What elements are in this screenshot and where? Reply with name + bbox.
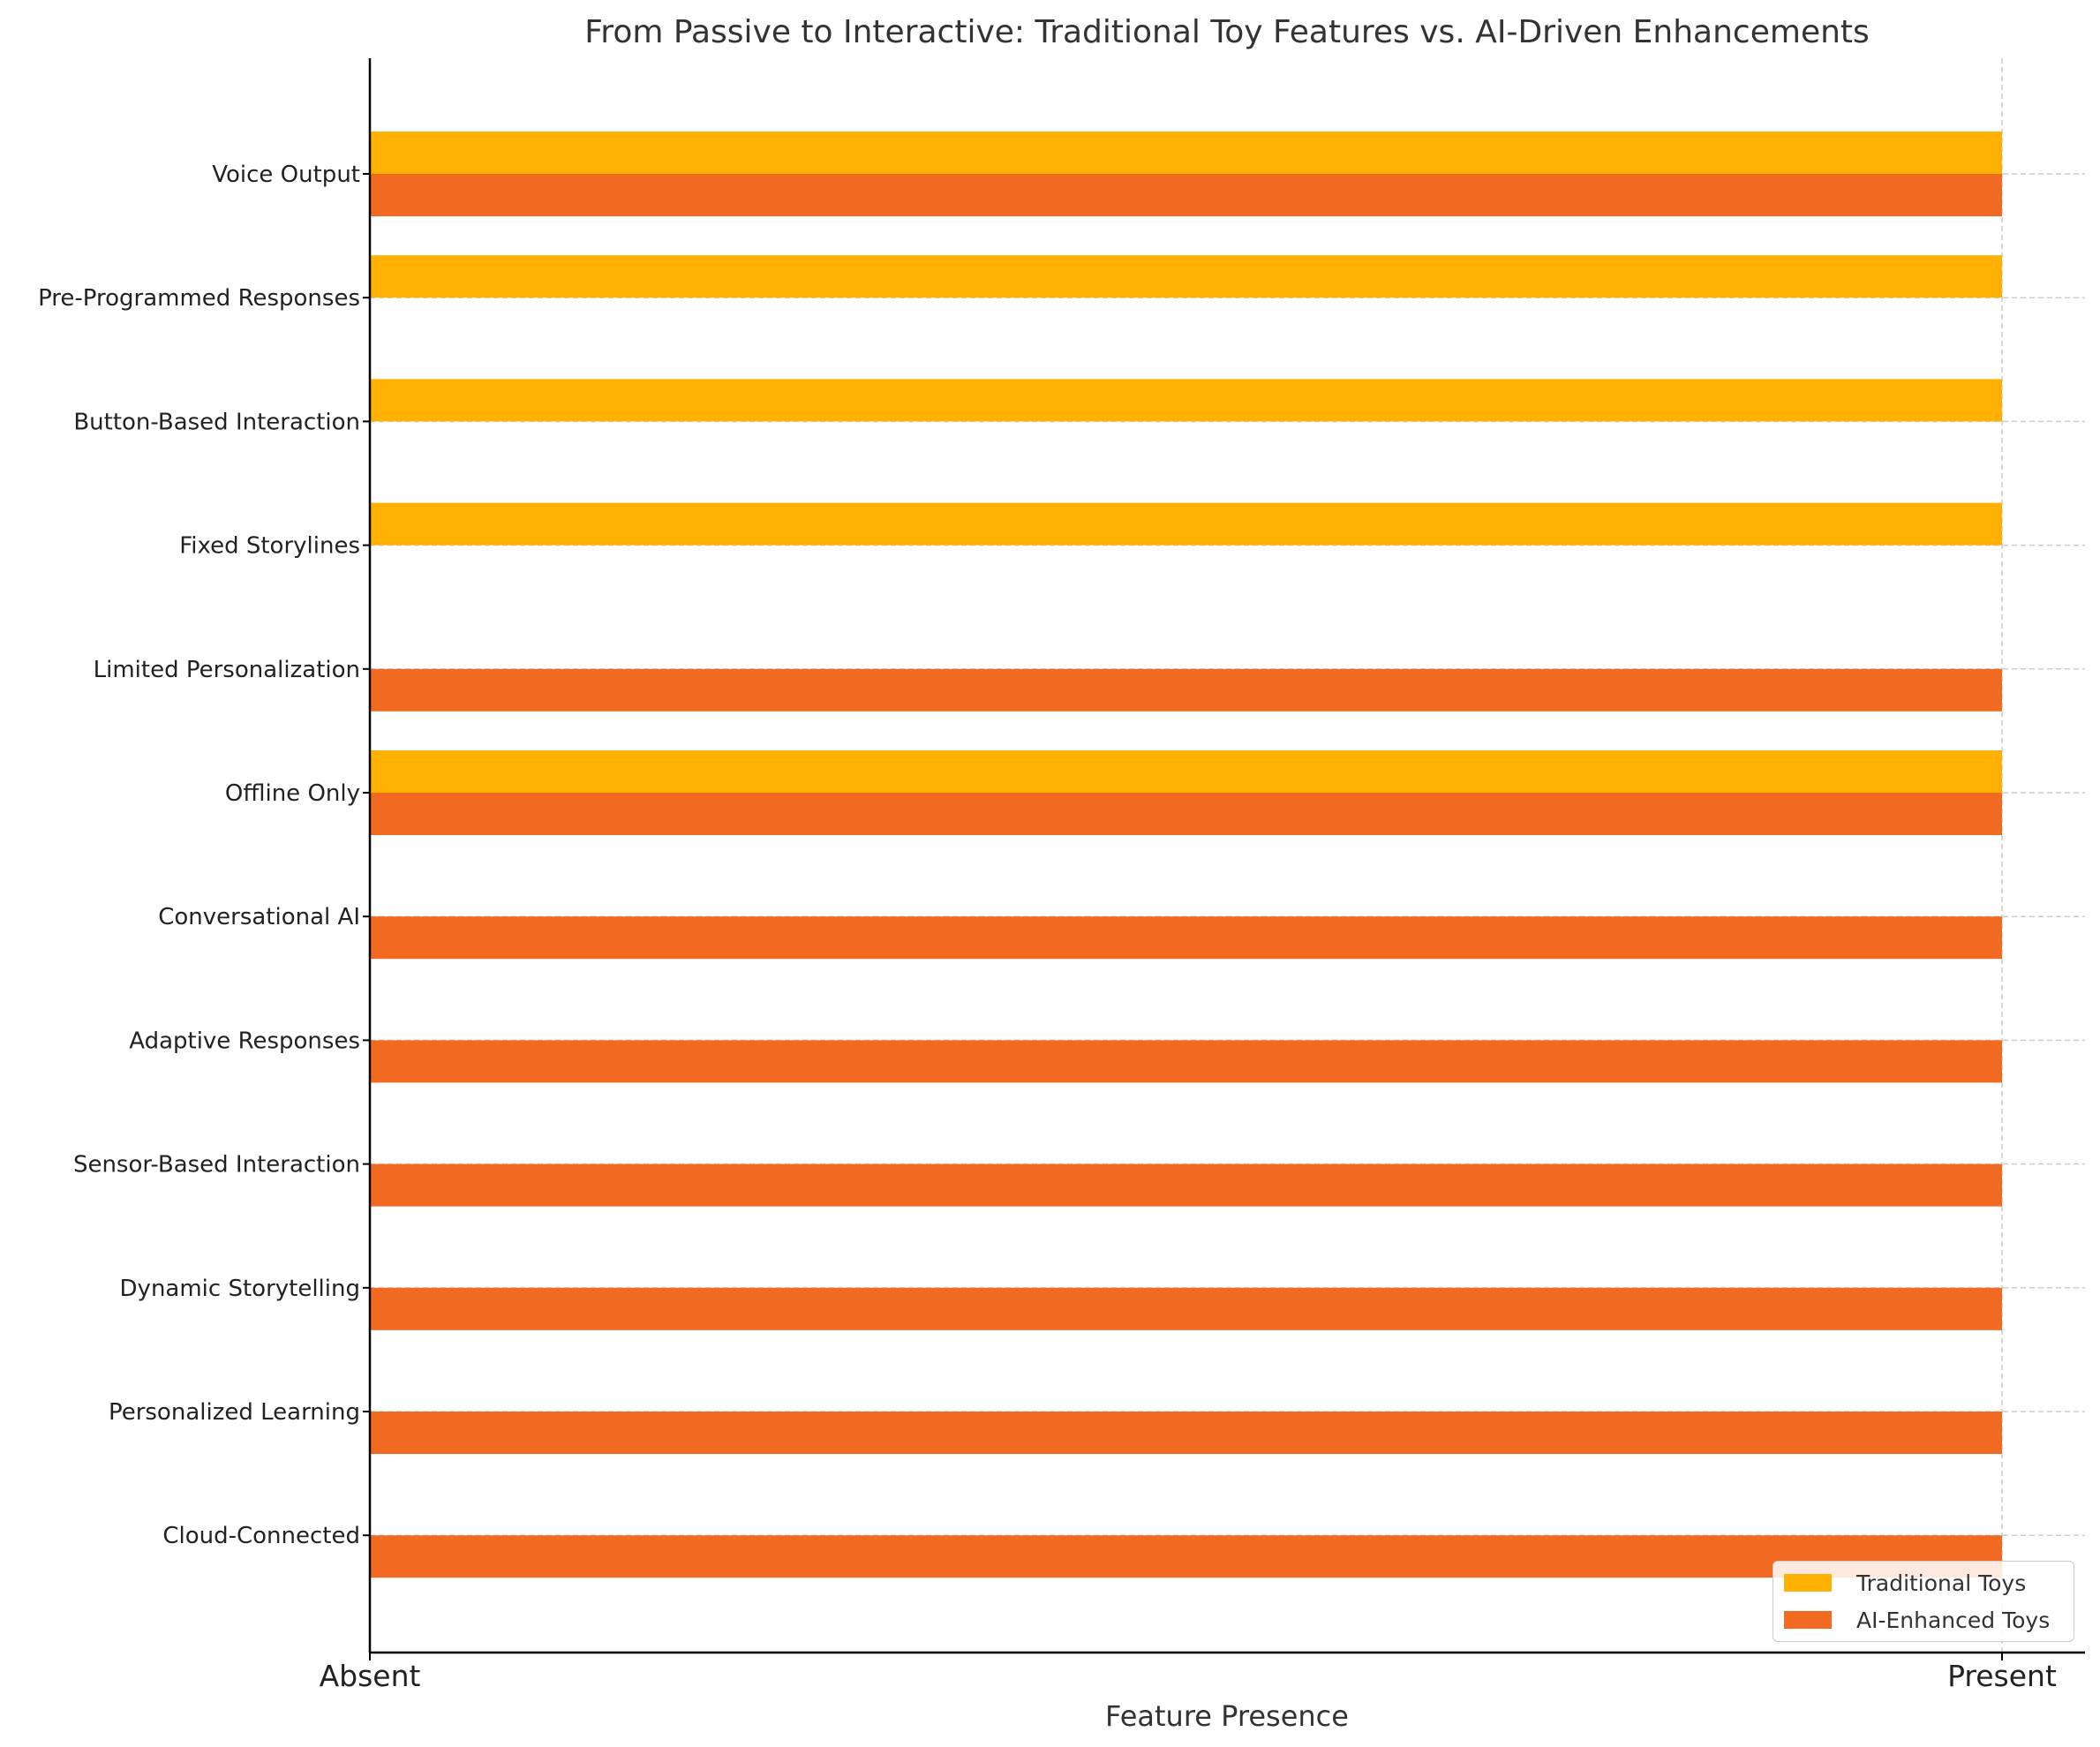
bar-series xyxy=(370,132,2002,1578)
bar-ai-enhanced-toys-limited-personalization xyxy=(370,668,2002,712)
chart-title: From Passive to Interactive: Traditional… xyxy=(584,14,1870,50)
category-label-limited-personalization: Limited Personalization xyxy=(94,657,360,683)
legend-label-traditional: Traditional Toys xyxy=(1856,1570,2027,1596)
category-label-dynamic-storytelling: Dynamic Storytelling xyxy=(120,1276,360,1302)
x-axis-label: Feature Presence xyxy=(1105,1699,1349,1733)
legend-swatch-traditional xyxy=(1784,1574,1832,1592)
bar-traditional-toys-offline-only xyxy=(370,750,2002,793)
category-labels: Voice Output Pre-Programmed Responses Butt… xyxy=(38,162,370,1549)
bar-ai-enhanced-toys-offline-only xyxy=(370,793,2002,835)
category-label-adaptive-responses: Adaptive Responses xyxy=(129,1028,360,1054)
legend-item-ai-enhanced: AI-Enhanced Toys xyxy=(1784,1602,2050,1638)
category-label-pre-programmed-responses: Pre-Programmed Responses xyxy=(38,285,360,312)
bar-ai-enhanced-toys-conversational-ai xyxy=(370,916,2002,960)
bar-traditional-toys-button-based-interaction xyxy=(370,379,2002,422)
bar-ai-enhanced-toys-dynamic-storytelling xyxy=(370,1287,2002,1330)
legend-label-ai-enhanced: AI-Enhanced Toys xyxy=(1856,1607,2051,1633)
bar-ai-enhanced-toys-sensor-based-interaction xyxy=(370,1163,2002,1207)
x-tick-labels: Absent Present xyxy=(320,1653,2057,1693)
x-tick-label-present: Present xyxy=(1947,1659,2057,1693)
category-label-fixed-storylines: Fixed Storylines xyxy=(179,533,360,560)
bar-ai-enhanced-toys-voice-output xyxy=(370,174,2002,216)
legend-swatch-ai-enhanced xyxy=(1784,1611,1832,1629)
category-label-conversational-ai: Conversational AI xyxy=(158,904,360,930)
bar-traditional-toys-voice-output xyxy=(370,132,2002,174)
axes xyxy=(368,58,2085,1654)
category-label-voice-output: Voice Output xyxy=(212,162,360,188)
bar-ai-enhanced-toys-cloud-connected xyxy=(370,1535,2002,1578)
category-label-cloud-connected: Cloud-Connected xyxy=(162,1523,360,1549)
bar-traditional-toys-fixed-storylines xyxy=(370,502,2002,546)
legend: Traditional Toys AI-Enhanced Toys xyxy=(1773,1561,2074,1642)
bar-ai-enhanced-toys-adaptive-responses xyxy=(370,1040,2002,1083)
bar-ai-enhanced-toys-personalized-learning xyxy=(370,1412,2002,1454)
bar-traditional-toys-pre-programmed-responses xyxy=(370,255,2002,298)
category-label-offline-only: Offline Only xyxy=(225,780,360,807)
category-label-personalized-learning: Personalized Learning xyxy=(109,1399,360,1426)
category-label-button-based-interaction: Button-Based Interaction xyxy=(73,409,360,435)
category-label-sensor-based-interaction: Sensor-Based Interaction xyxy=(73,1152,360,1178)
x-tick-label-absent: Absent xyxy=(320,1659,421,1693)
legend-item-traditional: Traditional Toys xyxy=(1784,1565,2026,1600)
